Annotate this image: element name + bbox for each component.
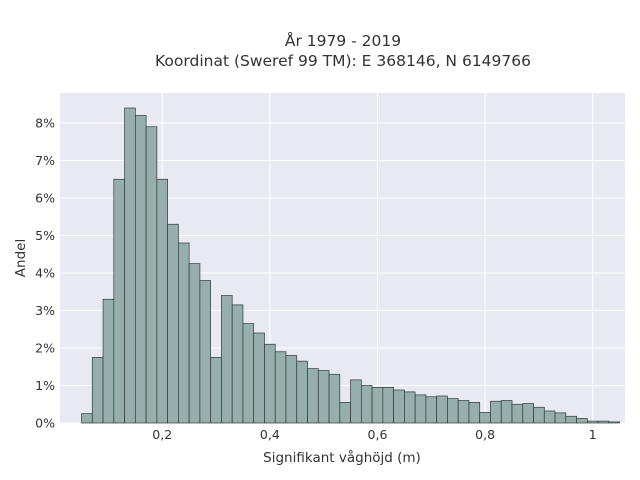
y-axis-label: Andel (13, 239, 29, 277)
histogram-bar (145, 126, 158, 424)
histogram-bar (586, 420, 599, 424)
y-tick-label: 7% (35, 153, 55, 168)
histogram-bar (307, 368, 319, 424)
histogram-bar (274, 351, 287, 424)
y-tick-label: 5% (35, 228, 55, 243)
histogram-bar (565, 415, 577, 424)
histogram-bar (156, 178, 168, 424)
histogram-bar (210, 357, 222, 424)
histogram-bar (285, 355, 298, 424)
histogram-bar (134, 115, 147, 424)
chart-title-line-2: Koordinat (Sweref 99 TM): E 368146, N 61… (155, 52, 531, 70)
histogram-bar (479, 412, 491, 424)
histogram-bar (188, 263, 201, 424)
histogram-bar (414, 394, 427, 424)
histogram-bar (91, 357, 104, 424)
histogram-bar (393, 389, 405, 424)
histogram-bar (221, 295, 233, 424)
chart-title-line-1: År 1979 - 2019 (285, 31, 401, 50)
histogram-bar (167, 223, 179, 424)
histogram-bar (511, 403, 524, 424)
histogram-bar (113, 178, 125, 424)
histogram-bar (371, 387, 384, 424)
histogram-bar (124, 107, 136, 424)
histogram-bar (231, 304, 244, 424)
histogram-bar (242, 323, 255, 424)
histogram-bar (360, 385, 373, 424)
y-tick-label: 0% (35, 416, 55, 431)
y-tick-label: 3% (35, 303, 55, 318)
y-tick-label: 4% (35, 266, 55, 281)
histogram-bar (533, 406, 545, 424)
histogram-bar (350, 379, 362, 424)
histogram-bar (178, 242, 190, 424)
x-tick-label: 1 (589, 427, 597, 442)
histogram-bars (81, 107, 620, 424)
x-tick-label: 0,2 (152, 427, 172, 442)
histogram-bar (608, 421, 620, 424)
x-axis-label: Signifikant våghöjd (m) (263, 449, 421, 466)
histogram-bar (425, 396, 438, 424)
histogram-bar (81, 413, 93, 424)
histogram-bar (490, 400, 502, 424)
histogram-bar (468, 402, 481, 424)
histogram-bar (500, 400, 513, 424)
y-tick-label: 2% (35, 341, 55, 356)
x-axis-ticks: 0,2 0,4 0,6 0,8 1 (152, 427, 596, 442)
histogram-bar (264, 343, 276, 424)
histogram-bar (597, 420, 610, 424)
histogram-bar (543, 410, 556, 424)
histogram-bar (447, 398, 459, 424)
histogram-bar (436, 395, 448, 424)
x-tick-label: 0,4 (260, 427, 280, 442)
histogram-bar (404, 391, 416, 424)
y-tick-label: 8% (35, 116, 55, 131)
histogram-bar (339, 402, 351, 424)
y-axis-ticks: 0% 1% 2% 3% 4% 5% 6% 7% 8% (35, 116, 55, 431)
x-tick-label: 0,8 (475, 427, 495, 442)
histogram-bar (199, 280, 212, 424)
histogram-bar (296, 360, 308, 424)
histogram-bar (457, 400, 470, 424)
histogram-bar (328, 373, 341, 424)
y-tick-label: 6% (35, 191, 55, 206)
histogram-bar (522, 403, 534, 424)
histogram-bar (576, 418, 588, 424)
histogram-bar (382, 387, 394, 424)
histogram-bar (317, 370, 330, 424)
x-tick-label: 0,6 (368, 427, 388, 442)
histogram-bar (554, 412, 567, 424)
histogram-bar (102, 298, 115, 424)
y-tick-label: 1% (35, 378, 55, 393)
histogram-bar (253, 332, 265, 424)
